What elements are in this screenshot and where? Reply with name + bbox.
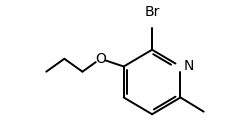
Text: N: N xyxy=(184,59,194,74)
Text: O: O xyxy=(95,52,106,66)
Text: Br: Br xyxy=(144,5,160,19)
